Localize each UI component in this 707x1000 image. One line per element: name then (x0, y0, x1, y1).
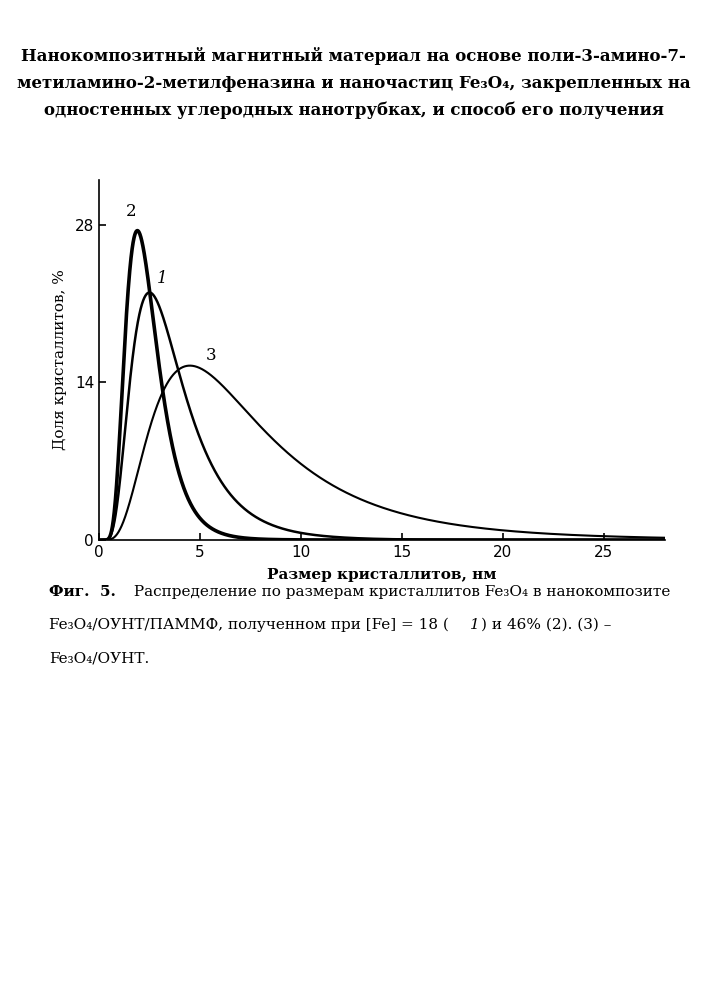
Text: Fe₃O₄/ОУНТ.: Fe₃O₄/ОУНТ. (49, 651, 150, 665)
Text: Распределение по размерам кристаллитов Fe₃O₄ в нанокомпозите: Распределение по размерам кристаллитов F… (129, 585, 670, 599)
X-axis label: Размер кристаллитов, нм: Размер кристаллитов, нм (267, 568, 496, 582)
Text: ) и 46% (2). (3) –: ) и 46% (2). (3) – (481, 618, 611, 632)
Text: 1: 1 (156, 270, 167, 287)
Y-axis label: Доля кристаллитов, %: Доля кристаллитов, % (52, 270, 66, 450)
Text: 3: 3 (206, 347, 216, 364)
Text: 2: 2 (127, 203, 137, 220)
Text: Фиг.  5.: Фиг. 5. (49, 585, 117, 599)
Text: 1: 1 (470, 618, 480, 632)
Text: Нанокомпозитный магнитный материал на основе поли-3-амино-7-
метиламино-2-метилф: Нанокомпозитный магнитный материал на ос… (17, 47, 690, 119)
Text: Fe₃O₄/ОУНТ/ПАММФ, полученном при [Fe] = 18 (: Fe₃O₄/ОУНТ/ПАММФ, полученном при [Fe] = … (49, 618, 450, 632)
